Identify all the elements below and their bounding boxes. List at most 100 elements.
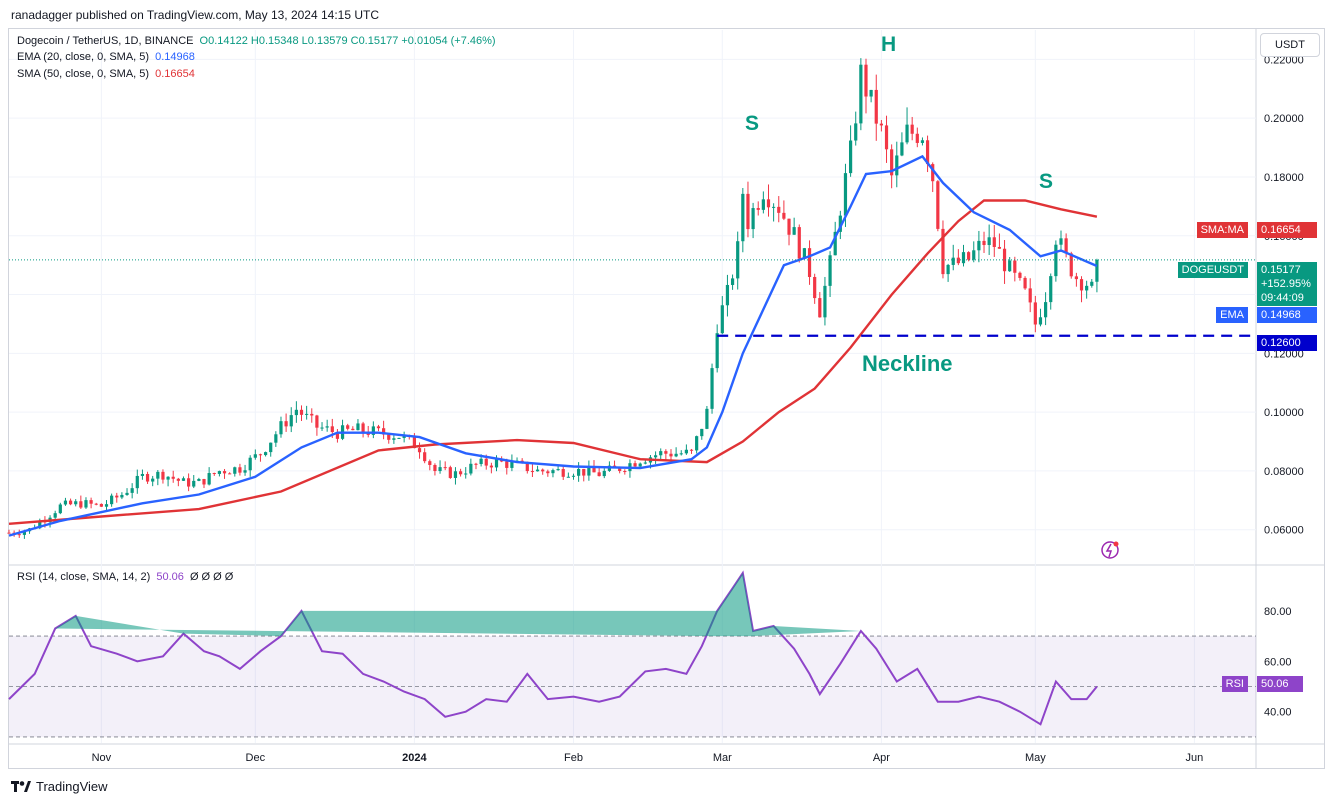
candle-body: [433, 464, 437, 472]
candle-body: [84, 500, 88, 508]
y-tick-label: 0.06000: [1264, 525, 1304, 537]
candle-body: [972, 250, 976, 260]
candle-body: [402, 435, 406, 438]
candle-body: [684, 449, 688, 454]
candle-body: [551, 470, 555, 474]
candle-body: [1049, 276, 1053, 303]
candle-body: [1044, 302, 1048, 318]
candle-body: [315, 415, 319, 428]
candle-body: [854, 123, 858, 141]
candle-body: [1059, 238, 1063, 245]
candle-body: [1038, 317, 1043, 325]
candle-body: [720, 305, 724, 334]
candle-body: [592, 466, 596, 473]
candle-body: [361, 423, 365, 433]
left-shoulder-label: S: [745, 112, 760, 135]
symbol-name[interactable]: Dogecoin / TetherUS, 1D, BINANCE: [17, 35, 194, 47]
candle-body: [931, 164, 935, 182]
candle-body: [730, 278, 735, 285]
candle-body: [417, 448, 422, 453]
candle-body: [633, 463, 637, 467]
tradingview-brand: TradingView: [36, 779, 108, 794]
candle-body: [520, 460, 524, 462]
candle-body: [38, 521, 42, 529]
candle-body: [192, 480, 196, 487]
candle-body: [58, 504, 62, 514]
candle-body: [828, 255, 832, 286]
sma-legend[interactable]: SMA (50, close, 0, SMA, 5) 0.16654: [17, 68, 198, 80]
candle-body: [489, 465, 493, 468]
candle-body: [725, 284, 730, 306]
candle-body: [813, 276, 817, 299]
candle-body: [166, 476, 170, 480]
candle-body: [243, 470, 247, 473]
neckline-tag-price: 0.12600: [1257, 335, 1317, 351]
candle-body: [217, 471, 221, 474]
candle-body: [695, 436, 699, 451]
candle-body: [120, 494, 124, 498]
candle-body: [222, 471, 227, 474]
candle-body: [392, 438, 396, 440]
candle-body: [371, 426, 375, 435]
candle-body: [710, 368, 714, 409]
candle-body: [1033, 302, 1037, 325]
candle-body: [356, 423, 360, 431]
candle-body: [1095, 259, 1099, 282]
candle-body: [181, 478, 186, 481]
candle-body: [874, 89, 878, 124]
candle-body: [992, 237, 996, 247]
candle-body: [299, 409, 304, 415]
rsi-tick-label: 60.00: [1264, 656, 1292, 668]
ema20-line: [8, 154, 1098, 537]
candle-body: [1008, 260, 1012, 272]
ema-legend-label: EMA (20, close, 0, SMA, 5): [17, 51, 150, 63]
candle-body: [89, 500, 93, 504]
currency-button[interactable]: USDT: [1260, 33, 1320, 57]
candle-body: [782, 212, 786, 219]
candles: [7, 58, 1099, 539]
candle-body: [1069, 253, 1073, 277]
candle-body: [438, 467, 442, 472]
x-tick-label: Apr: [873, 752, 890, 764]
candle-body: [289, 415, 293, 427]
candle-body: [787, 218, 791, 235]
candle-body: [448, 467, 452, 478]
sma50-line: [8, 199, 1098, 525]
candle-body: [1079, 279, 1084, 291]
candle-body: [900, 142, 904, 156]
candle-body: [679, 453, 683, 455]
rsi-legend[interactable]: RSI (14, close, SMA, 14, 2) 50.06 Ø Ø Ø …: [17, 571, 236, 583]
x-tick-label: 2024: [402, 752, 427, 764]
candle-body: [269, 442, 273, 453]
candle-body: [772, 206, 776, 208]
candle-body: [910, 124, 914, 134]
right-shoulder-label: S: [1039, 170, 1054, 193]
candle-body: [151, 478, 155, 482]
candle-body: [664, 451, 668, 454]
rsi-tag-price: 50.06: [1257, 676, 1303, 692]
candle-body: [474, 463, 478, 465]
candle-body: [494, 459, 499, 468]
symbol-tag: 0.15177 +152.95% 09:44:09: [1257, 262, 1317, 306]
candle-body: [751, 208, 755, 230]
candle-body: [99, 503, 103, 507]
publisher-line: ranadagger published on TradingView.com,…: [11, 8, 380, 22]
sma-tag-name: SMA:MA: [1196, 222, 1248, 238]
x-tick-label: Jun: [1186, 752, 1204, 764]
x-tick-label: Feb: [564, 752, 583, 764]
ema-legend[interactable]: EMA (20, close, 0, SMA, 5) 0.14968: [17, 51, 198, 63]
candle-body: [807, 248, 812, 277]
candle-body: [736, 241, 740, 279]
x-tick-label: May: [1025, 752, 1046, 764]
candle-body: [68, 500, 73, 505]
y-tick-label: 0.18000: [1264, 172, 1304, 184]
candle-body: [17, 534, 21, 536]
candle-body: [905, 124, 909, 143]
candle-body: [643, 462, 647, 464]
candle-body: [920, 140, 925, 143]
y-tick-label: 0.12000: [1264, 348, 1304, 360]
candle-body: [833, 231, 837, 256]
candle-body: [561, 469, 565, 477]
tradingview-logo[interactable]: TradingView: [11, 779, 108, 794]
